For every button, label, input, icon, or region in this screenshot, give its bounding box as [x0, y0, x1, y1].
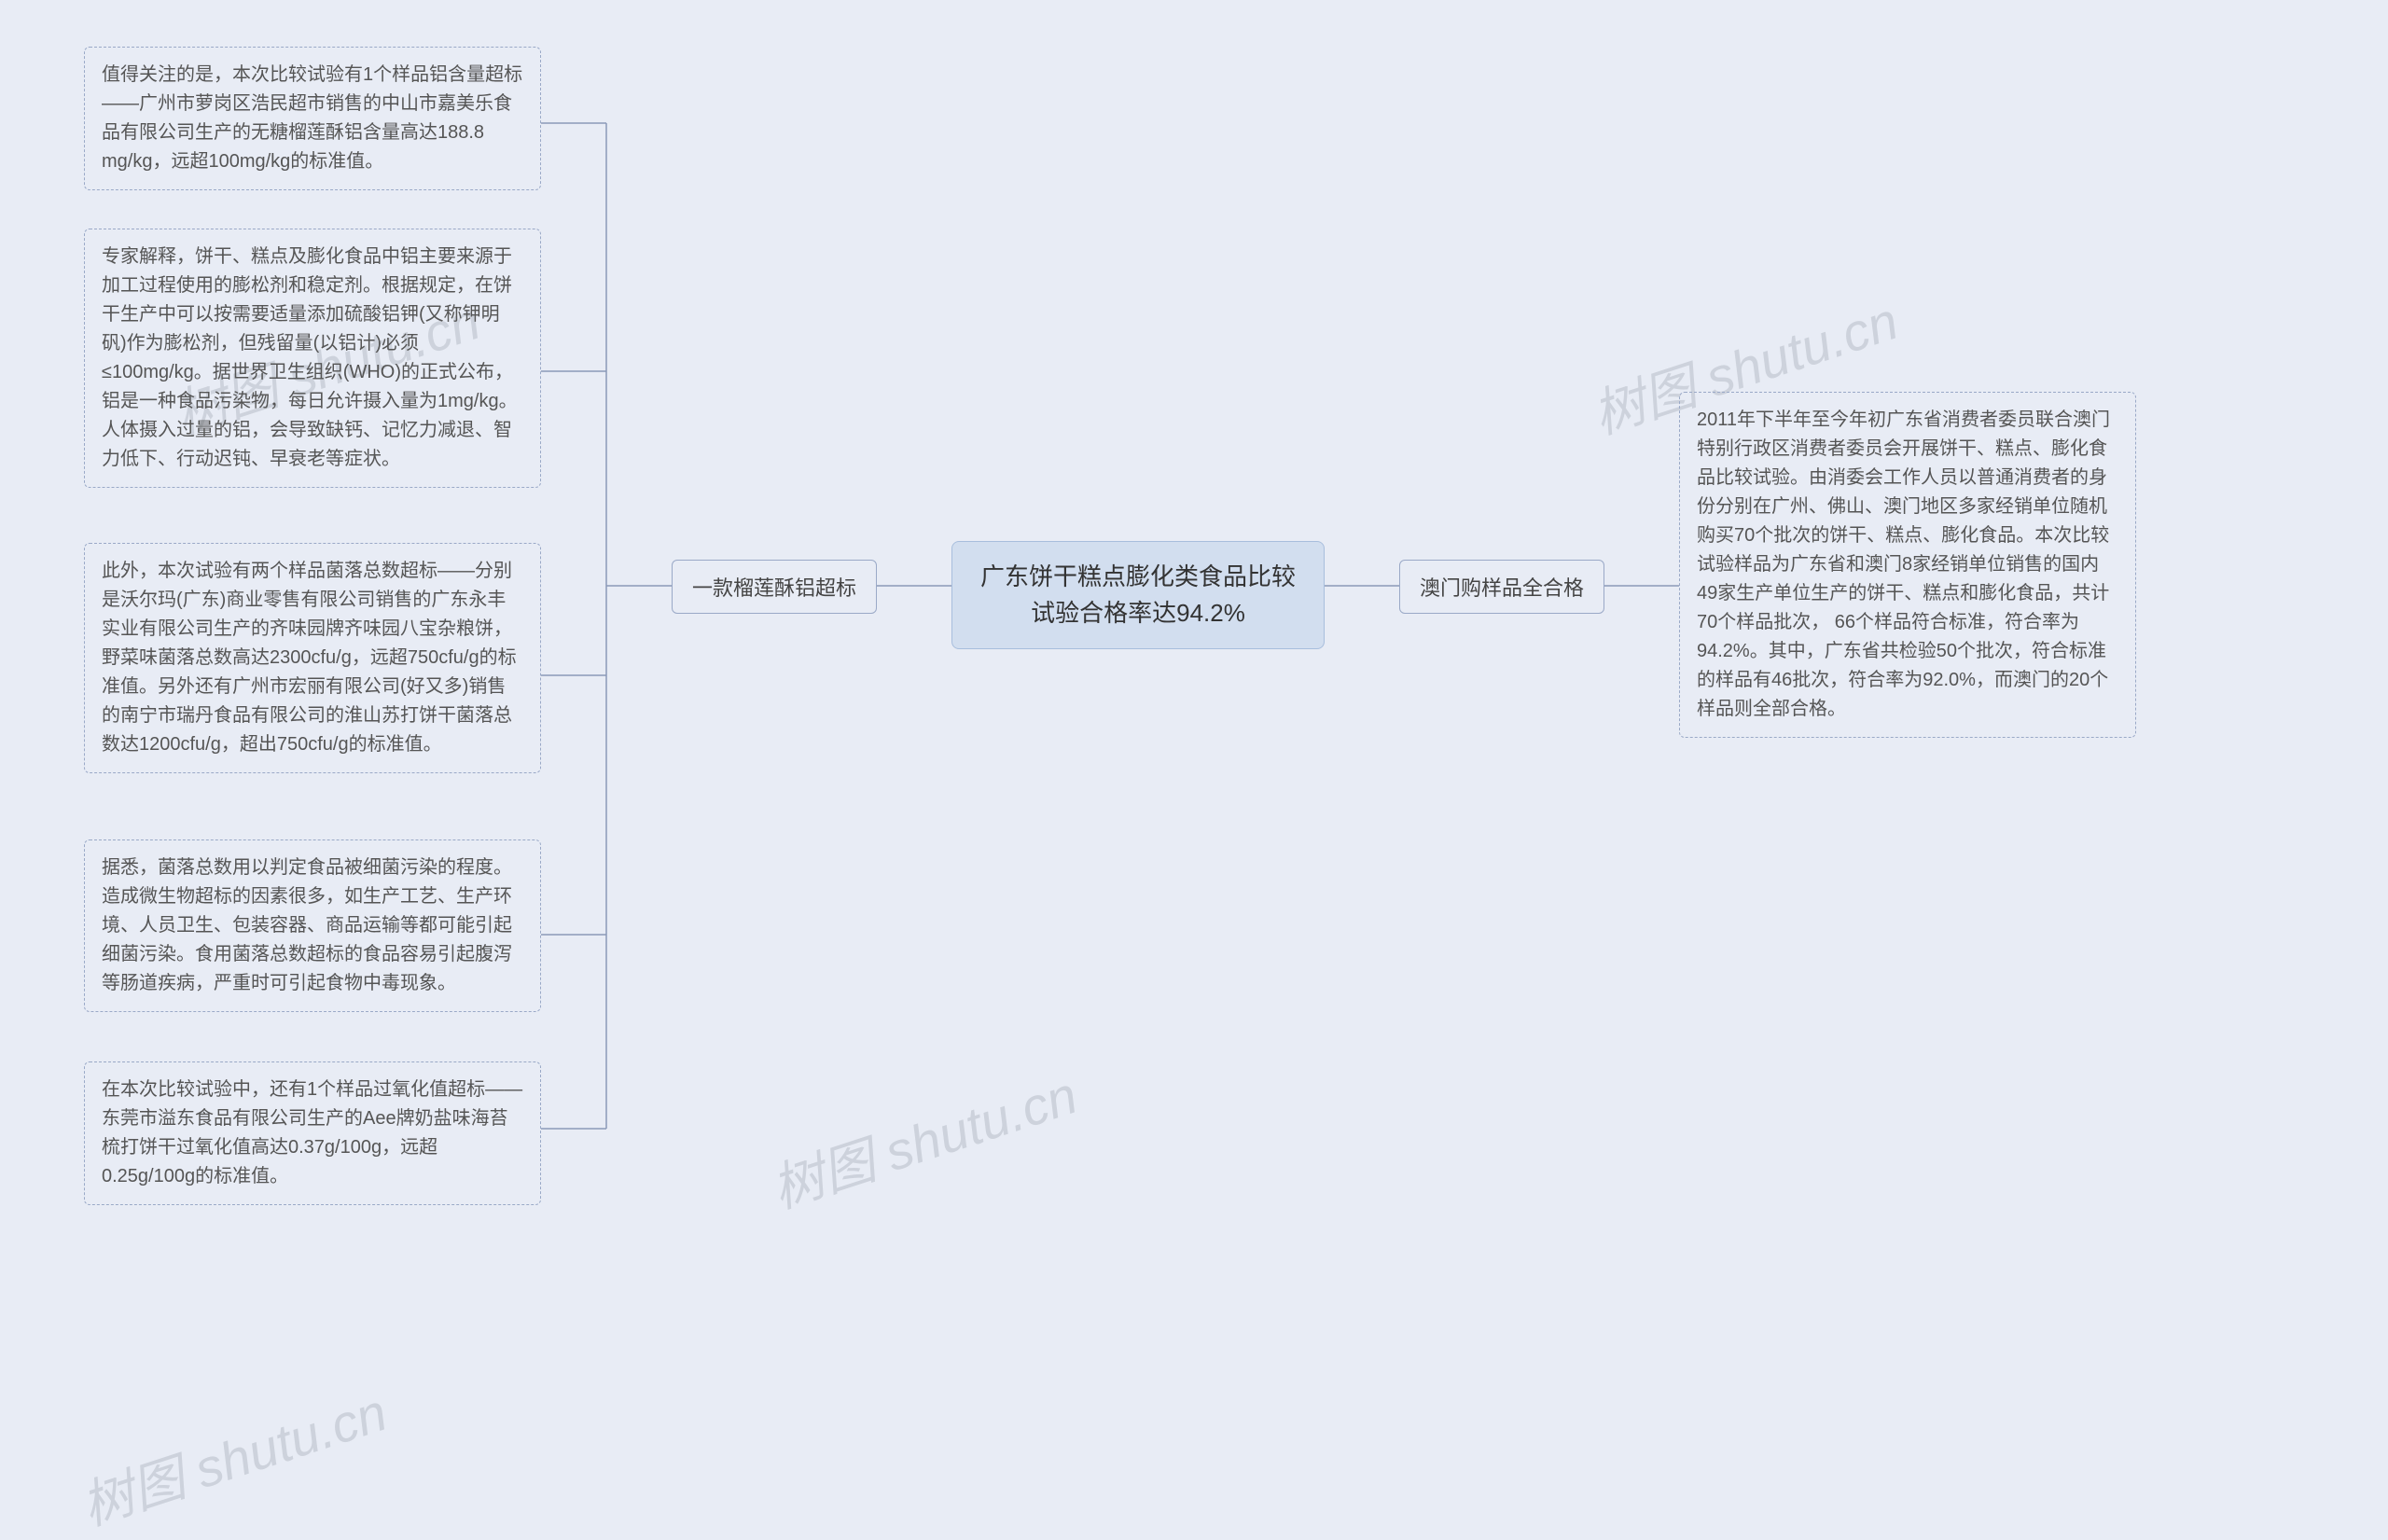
- left-leaf[interactable]: 据悉，菌落总数用以判定食品被细菌污染的程度。造成微生物超标的因素很多，如生产工艺…: [84, 839, 541, 1012]
- mindmap-canvas: 树图 shutu.cn 树图 shutu.cn 树图 shutu.cn 树图 s…: [0, 0, 2388, 1469]
- central-topic[interactable]: 广东饼干糕点膨化类食品比较试验合格率达94.2%: [951, 541, 1325, 649]
- right-leaf[interactable]: 2011年下半年至今年初广东省消费者委员联合澳门特别行政区消费者委员会开展饼干、…: [1679, 392, 2136, 738]
- left-leaf[interactable]: 值得关注的是，本次比较试验有1个样品铝含量超标——广州市萝岗区浩民超市销售的中山…: [84, 47, 541, 190]
- watermark: 树图 shutu.cn: [71, 1371, 396, 1540]
- left-leaf[interactable]: 此外，本次试验有两个样品菌落总数超标——分别是沃尔玛(广东)商业零售有限公司销售…: [84, 543, 541, 773]
- left-leaf[interactable]: 在本次比较试验中，还有1个样品过氧化值超标——东莞市溢东食品有限公司生产的Aee…: [84, 1061, 541, 1205]
- right-subtopic[interactable]: 澳门购样品全合格: [1399, 560, 1604, 614]
- left-leaf[interactable]: 专家解释，饼干、糕点及膨化食品中铝主要来源于加工过程使用的膨松剂和稳定剂。根据规…: [84, 229, 541, 488]
- watermark: 树图 shutu.cn: [761, 1054, 1086, 1224]
- left-subtopic[interactable]: 一款榴莲酥铝超标: [672, 560, 877, 614]
